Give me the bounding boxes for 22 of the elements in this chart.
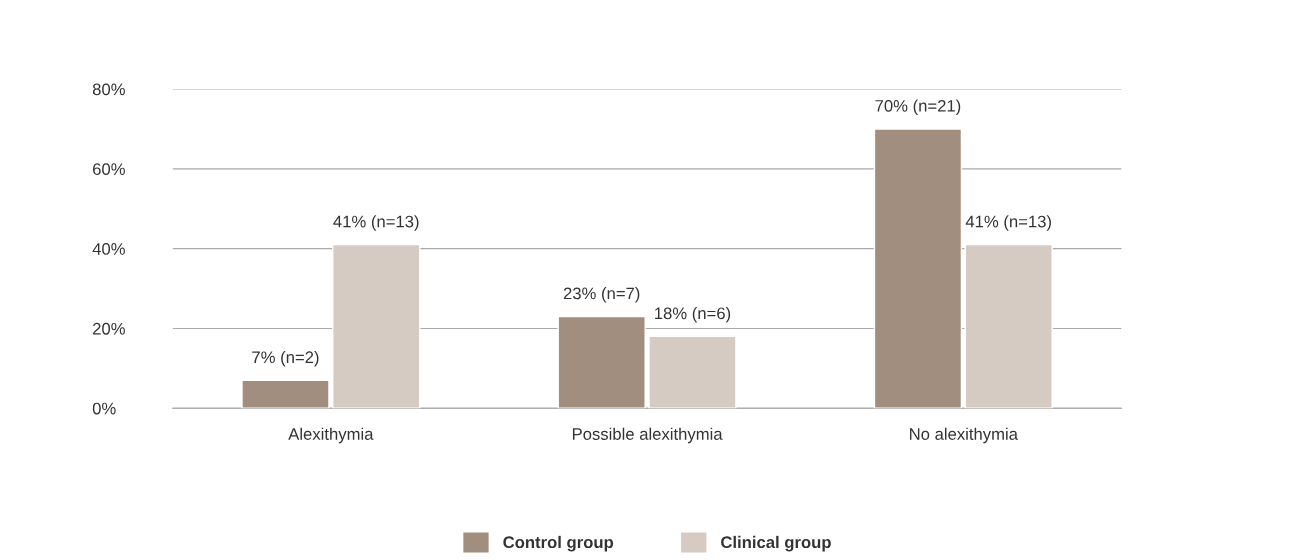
y-tick-label: 20% bbox=[93, 322, 125, 335]
y-tick-label: 60% bbox=[93, 163, 125, 176]
x-tick-label: No alexithymia bbox=[910, 427, 1018, 444]
x-tick-label: Alexithymia bbox=[288, 427, 374, 444]
bar bbox=[557, 315, 646, 409]
data-label: 18% (n=6) bbox=[655, 306, 731, 323]
y-tick-label: 0% bbox=[92, 402, 116, 415]
data-label: 7% (n=2) bbox=[252, 350, 319, 367]
data-label: 41% (n=13) bbox=[333, 215, 419, 231]
bar bbox=[332, 243, 421, 409]
x-tick-label: Possible alexithymia bbox=[572, 427, 723, 444]
y-tick-label: 40% bbox=[92, 243, 125, 255]
data-label: 23% (n=7) bbox=[563, 287, 640, 303]
y-tick-label: 80% bbox=[92, 83, 125, 96]
bar bbox=[241, 379, 330, 409]
data-label: 70% (n=21) bbox=[875, 99, 961, 116]
bar bbox=[964, 243, 1053, 409]
bar bbox=[873, 128, 963, 409]
bar bbox=[648, 335, 737, 409]
legend-label: Control group bbox=[503, 535, 614, 552]
legend-label: Clinical group bbox=[721, 535, 831, 552]
data-label: 41% (n=13) bbox=[965, 215, 1051, 231]
